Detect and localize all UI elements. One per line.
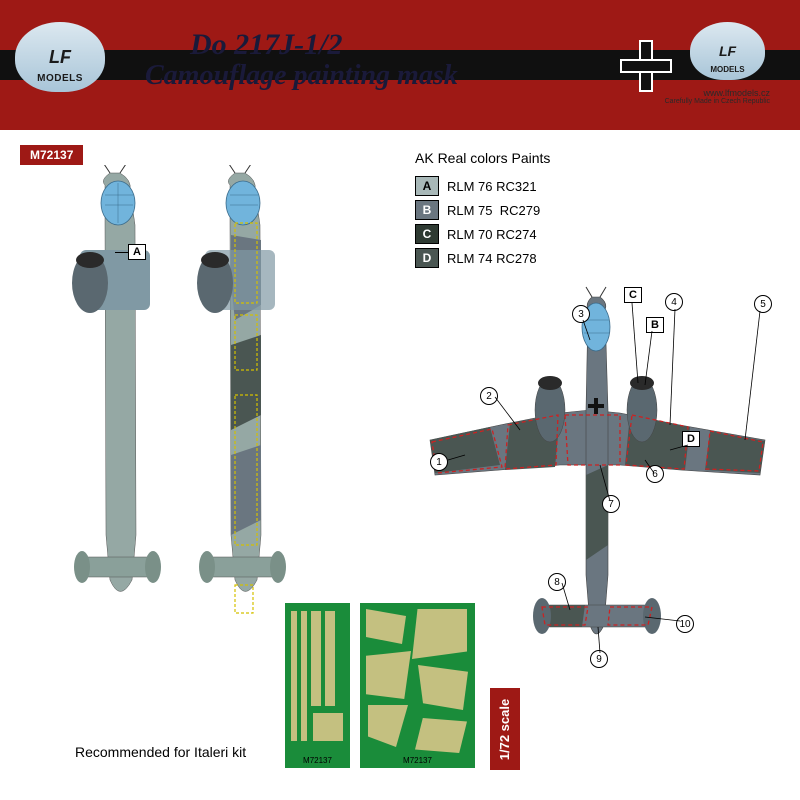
swatch-c: C [415, 224, 439, 244]
callout-letter-d: D [682, 431, 700, 447]
balkenkreuz-icon [622, 42, 670, 90]
product-title-line1: Do 217J-1/2 [190, 28, 343, 62]
callout-3: 3 [572, 305, 590, 323]
kit-recommendation: Recommended for Italeri kit [75, 744, 246, 760]
logo-models-text: MODELS [37, 73, 83, 84]
swatch-b: B [415, 200, 439, 220]
callout-letter-c: C [624, 287, 642, 303]
paint-code-d: RLM 74 [447, 251, 493, 266]
website-tagline: Carefully Made in Czech Republic [665, 98, 770, 105]
paint-code-a: RLM 76 [447, 179, 493, 194]
callout-6: 6 [646, 465, 664, 483]
website-url: www.lfmodels.cz [665, 88, 770, 98]
content-area: AK Real colors Paints A RLM 76 RC321 B R… [0, 150, 800, 800]
aircraft-profile-left [60, 165, 170, 605]
paint-legend-title: AK Real colors Paints [415, 150, 550, 166]
aircraft-profile-camo [185, 165, 295, 625]
scale-badge: 1/72 scale [490, 688, 520, 770]
mask-sheet-label-2: M72137 [403, 756, 432, 765]
brand-logo-right: LF MODELS [690, 22, 765, 80]
leader-a [115, 252, 129, 253]
mask-sheet-2: M72137 [360, 603, 475, 768]
paint-ref-d: RC278 [496, 251, 536, 266]
paint-ref-b: RC279 [500, 203, 540, 218]
paint-legend: AK Real colors Paints A RLM 76 RC321 B R… [415, 150, 550, 272]
callout-letter-b: B [646, 317, 664, 333]
brand-logo-left: LF MODELS [15, 22, 105, 92]
callout-10: 10 [676, 615, 694, 633]
callout-letter-a: A [128, 244, 146, 260]
logo-lf-text: LF [49, 47, 71, 68]
callout-7: 7 [602, 495, 620, 513]
callout-5: 5 [754, 295, 772, 313]
paint-row-b: B RLM 75 RC279 [415, 200, 550, 220]
swatch-a: A [415, 176, 439, 196]
brand-website: www.lfmodels.cz Carefully Made in Czech … [665, 88, 770, 105]
paint-row-a: A RLM 76 RC321 [415, 176, 550, 196]
scale-text: 1/72 scale [498, 698, 513, 759]
callout-2: 2 [480, 387, 498, 405]
product-title-line2: Camouflage painting mask [145, 60, 458, 92]
logo-lf-text-r: LF [719, 43, 736, 59]
header-bar: LF MODELS Do 217J-1/2 Camouflage paintin… [0, 0, 800, 130]
mask-sheet-1: M72137 [285, 603, 350, 768]
callout-1: 1 [430, 453, 448, 471]
paint-code-c: RLM 70 [447, 227, 493, 242]
logo-models-text-r: MODELS [710, 65, 744, 74]
mask-sheet-label-1: M72137 [303, 756, 332, 765]
paint-code-b: RLM 75 [447, 203, 493, 218]
paint-ref-c: RC274 [496, 227, 536, 242]
paint-row-c: C RLM 70 RC274 [415, 224, 550, 244]
callout-8: 8 [548, 573, 566, 591]
callout-4: 4 [665, 293, 683, 311]
paint-ref-a: RC321 [496, 179, 536, 194]
callout-9: 9 [590, 650, 608, 668]
